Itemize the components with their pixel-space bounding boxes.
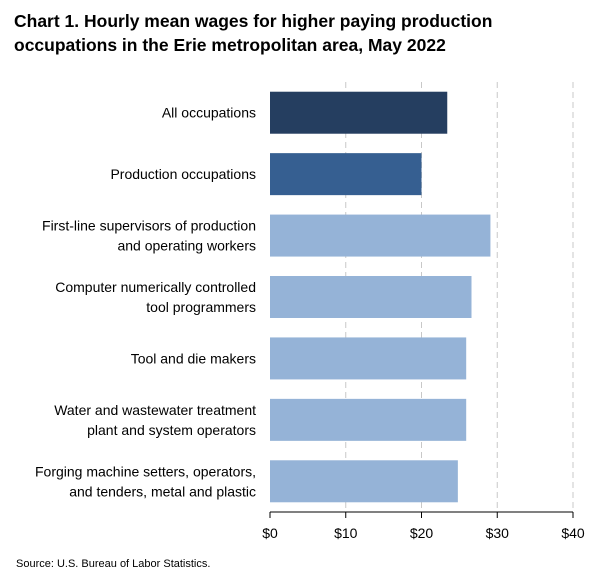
bar-6	[270, 460, 458, 503]
x-tick-label-2: $20	[410, 525, 434, 541]
category-label-1: Production occupations	[110, 166, 256, 182]
x-tick-label-4: $40	[561, 525, 585, 541]
bar-1	[270, 153, 422, 196]
category-label-3: Computer numerically controlled tool prog…	[55, 279, 256, 315]
category-label-4: Tool and die makers	[131, 350, 256, 366]
chart-title: Chart 1. Hourly mean wages for higher pa…	[14, 11, 493, 55]
x-tick-label-1: $10	[334, 525, 358, 541]
category-label-5: Water and wastewater treatment plant and …	[54, 402, 256, 438]
category-label-line: All occupations	[162, 105, 256, 121]
bar-5	[270, 398, 467, 441]
category-label-2: First-line supervisors of production and …	[42, 218, 256, 254]
category-label-line: First-line supervisors of production	[42, 218, 256, 234]
category-label-line: and tenders, metal and plastic	[69, 483, 256, 499]
category-label-line: Forging machine setters, operators,	[35, 463, 256, 479]
x-tick-label-3: $30	[486, 525, 510, 541]
category-label-line: Tool and die makers	[131, 350, 256, 366]
category-label-line: Computer numerically controlled	[55, 279, 256, 295]
bar-4	[270, 337, 467, 380]
bar-0	[270, 91, 448, 134]
bar-2	[270, 214, 491, 257]
x-tick-label-0: $0	[262, 525, 278, 541]
category-label-line: plant and system operators	[87, 422, 256, 438]
category-label-line: Production occupations	[110, 166, 256, 182]
category-label-line: tool programmers	[146, 299, 256, 315]
category-label-line: Water and wastewater treatment	[54, 402, 256, 418]
category-label-6: Forging machine setters, operators, and t…	[35, 463, 256, 499]
category-label-0: All occupations	[162, 105, 256, 121]
category-label-line: and operating workers	[117, 238, 256, 254]
bar-3	[270, 276, 472, 318]
source-note: Source: U.S. Bureau of Labor Statistics.	[16, 558, 211, 570]
